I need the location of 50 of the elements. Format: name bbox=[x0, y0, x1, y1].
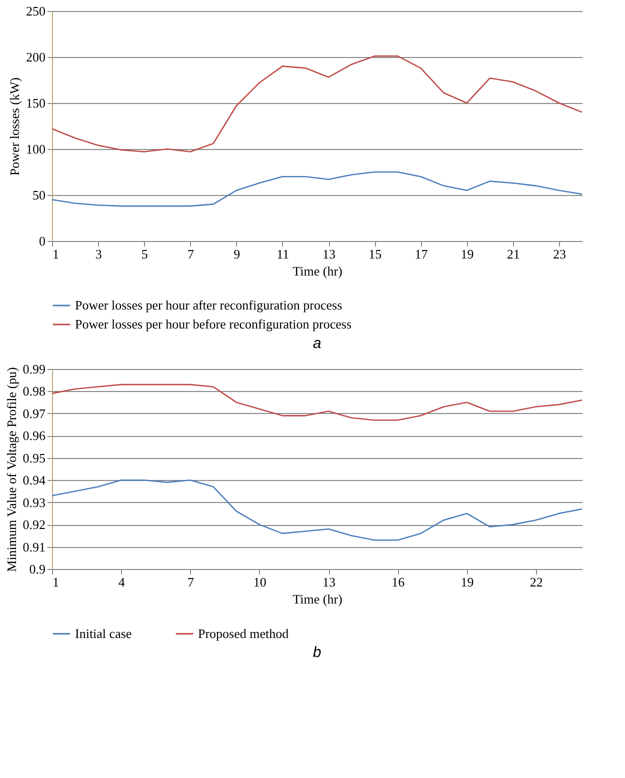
x-tick-label: 10 bbox=[253, 574, 266, 590]
x-axis-title: Time (hr) bbox=[292, 592, 342, 606]
x-tick-label: 11 bbox=[276, 246, 290, 262]
x-tick-label: 1 bbox=[52, 246, 59, 262]
x-tick-label: 23 bbox=[552, 246, 566, 262]
x-tick-label: 4 bbox=[118, 574, 126, 590]
line-series bbox=[51, 55, 583, 152]
y-tick-label: 0.95 bbox=[22, 450, 46, 466]
y-tick-label: 0.94 bbox=[22, 472, 46, 488]
x-tick-label: 5 bbox=[141, 246, 148, 262]
y-tick-label: 100 bbox=[26, 142, 46, 156]
y-tick-label: 0.93 bbox=[22, 494, 46, 510]
x-tick-label: 19 bbox=[460, 246, 474, 262]
x-tick-label: 16 bbox=[392, 574, 406, 590]
x-tick-label: 13 bbox=[322, 574, 336, 590]
legend-label: Power losses per hour after reconfiguration process bbox=[75, 298, 342, 312]
x-tick-label: 7 bbox=[188, 246, 195, 262]
legend-label: Initial case bbox=[75, 626, 132, 641]
y-tick-label: 0.97 bbox=[22, 406, 46, 421]
x-tick-label: 17 bbox=[414, 246, 428, 262]
x-axis-title: Time (hr) bbox=[292, 264, 342, 278]
y-tick-label: 0.96 bbox=[22, 428, 46, 444]
text: a bbox=[312, 335, 322, 352]
x-tick-label: 19 bbox=[460, 574, 474, 590]
y-tick-label: 250 bbox=[26, 4, 46, 18]
x-tick-label: 15 bbox=[368, 246, 382, 262]
y-tick-label: 0.98 bbox=[22, 384, 46, 399]
y-tick-label: 200 bbox=[26, 50, 46, 64]
x-tick-label: 7 bbox=[188, 574, 195, 590]
x-tick-label: 1 bbox=[52, 574, 59, 590]
x-tick-label: 3 bbox=[95, 246, 102, 262]
y-tick-label: 50 bbox=[32, 188, 46, 202]
y-tick-label: 150 bbox=[26, 96, 46, 110]
x-tick-label: 13 bbox=[322, 246, 336, 262]
y-tick-label: 0 bbox=[39, 234, 46, 248]
y-tick-label: 0.99 bbox=[22, 362, 46, 376]
line-series bbox=[51, 384, 583, 421]
y-axis-title: Power losses (kW) bbox=[7, 77, 22, 176]
text: b bbox=[312, 644, 322, 661]
legend-label: Proposed method bbox=[198, 626, 290, 641]
x-tick-label: 22 bbox=[530, 574, 543, 590]
legend-label: Power losses per hour before reconfiguration process bbox=[75, 316, 352, 332]
x-tick-label: 21 bbox=[506, 246, 520, 262]
y-tick-label: 0.9 bbox=[29, 562, 46, 576]
y-tick-label: 0.92 bbox=[22, 517, 46, 532]
line-series bbox=[51, 171, 583, 207]
y-tick-label: 0.91 bbox=[22, 539, 46, 554]
y-axis-title: Minimum Value of Voltage Profile (pu) bbox=[4, 367, 19, 572]
line-series bbox=[51, 479, 583, 541]
x-tick-label: 9 bbox=[234, 246, 240, 262]
